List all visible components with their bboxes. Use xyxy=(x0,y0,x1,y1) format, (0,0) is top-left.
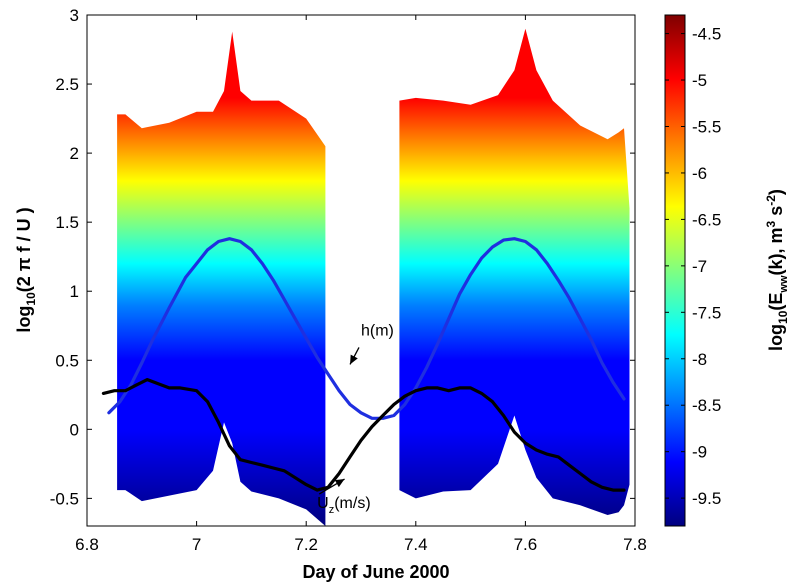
spectrogram-segment-2 xyxy=(399,28,630,516)
colorbar-tick-label: -7.5 xyxy=(692,303,721,322)
annotation-uz: Uz(m/s) xyxy=(317,495,371,516)
colorbar-tick-label: -8 xyxy=(692,350,707,369)
x-axis-label: Day of June 2000 xyxy=(302,562,449,582)
x-tick-label: 7 xyxy=(192,535,201,554)
plot-area xyxy=(101,28,630,526)
y-tick-label: -0.5 xyxy=(50,489,79,508)
annotation-arrow-head xyxy=(334,479,345,488)
colorbar-tick-label: -9.5 xyxy=(692,489,721,508)
plot-frame xyxy=(86,14,636,527)
annotation-h: h(m) xyxy=(361,322,394,339)
y-tick-label: 2.5 xyxy=(55,75,79,94)
colorbar-tick-label: -4.5 xyxy=(692,25,721,44)
colorbar-tick-label: -6 xyxy=(692,164,707,183)
y-axis-label: log10(2 π f / U ) xyxy=(14,207,38,332)
annotation-arrow-head xyxy=(350,354,358,365)
colorbar-tick-label: -5.5 xyxy=(692,117,721,136)
x-tick-label: 7.4 xyxy=(404,535,428,554)
x-tick-label: 7.2 xyxy=(294,535,318,554)
x-tick-label: 7.6 xyxy=(514,535,538,554)
colorbar-gradient xyxy=(664,14,686,527)
colorbar-label: log10(Eww(k), m3 s-2) xyxy=(764,189,790,351)
annotations: h(m) Uz(m/s) xyxy=(317,322,394,516)
spectrogram-segment-1 xyxy=(117,31,326,526)
colorbar-tick-label: -8.5 xyxy=(692,396,721,415)
y-tick-label: 1 xyxy=(70,282,79,301)
colorbar-tick-label: -9 xyxy=(692,443,707,462)
x-axis-ticks: 6.8 7 7.2 7.4 7.6 7.8 xyxy=(75,15,647,554)
series-line-uz xyxy=(101,378,626,492)
y-tick-label: 2 xyxy=(70,144,79,163)
series-line-h xyxy=(107,237,626,420)
colorbar-tick-label: -5 xyxy=(692,71,707,90)
y-axis-ticks: -0.5 0 0.5 1 1.5 2 2.5 3 xyxy=(50,6,635,508)
colorbar-tick-label: -7 xyxy=(692,257,707,276)
colorbar-tick-label: -6.5 xyxy=(692,210,721,229)
y-tick-label: 3 xyxy=(70,6,79,25)
colorbar-ticks: -4.5 -5 -5.5 -6 -6.5 -7 -7.5 -8 -8.5 -9 -9.5 xyxy=(665,25,721,508)
y-tick-label: 1.5 xyxy=(55,213,79,232)
y-tick-label: 0 xyxy=(70,420,79,439)
colorbar: -4.5 -5 -5.5 -6 -6.5 -7 -7.5 -8 -8.5 -9 -9.5 log10… xyxy=(664,14,790,527)
x-tick-label: 7.8 xyxy=(623,535,647,554)
x-tick-label: 6.8 xyxy=(75,535,99,554)
y-tick-label: 0.5 xyxy=(55,351,79,370)
